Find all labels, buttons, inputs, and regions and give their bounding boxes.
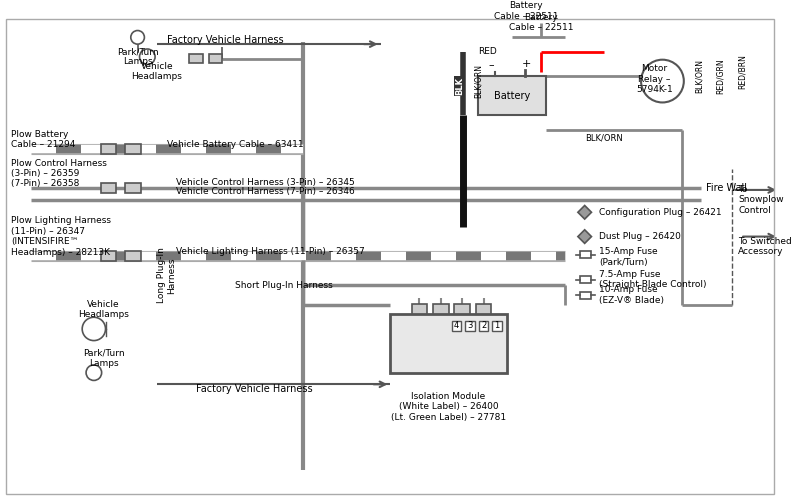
Circle shape [139,49,155,64]
Bar [580,251,591,258]
Text: Vehicle
Headlamps: Vehicle Headlamps [78,300,129,319]
Text: Park/Turn
Lamps: Park/Turn Lamps [117,47,158,66]
Text: 10-Amp Fuse
(EZ-V® Blade): 10-Amp Fuse (EZ-V® Blade) [599,285,664,304]
Text: Battery
Cable – 22511: Battery Cable – 22511 [494,1,558,21]
Bar [101,251,116,261]
Bar [478,76,546,115]
Bar [492,321,502,331]
Bar [454,304,470,315]
Text: Long Plug-In
Harness: Long Plug-In Harness [157,248,177,303]
Bar [465,321,475,331]
Bar [101,144,116,154]
Bar [125,251,141,261]
Text: 3: 3 [467,321,473,330]
Text: Vehicle Control Harness (7-Pin) – 26346: Vehicle Control Harness (7-Pin) – 26346 [177,187,355,197]
Text: Plow Battery
Cable – 21294: Plow Battery Cable – 21294 [11,130,76,149]
Text: BLK/ORN: BLK/ORN [695,59,704,93]
Bar [101,183,116,193]
Text: +: + [522,59,531,69]
Text: Park/Turn
Lamps: Park/Turn Lamps [82,348,124,368]
Text: Battery: Battery [494,91,530,101]
Bar [209,54,222,63]
Text: 2: 2 [481,321,486,330]
Bar [580,276,591,283]
Text: 7.5-Amp Fuse
(Straight Blade Control): 7.5-Amp Fuse (Straight Blade Control) [599,269,706,289]
Text: BLK/ORN: BLK/ORN [474,64,482,98]
Bar [125,144,141,154]
Bar [412,304,427,315]
Text: BLK/ORN: BLK/ORN [586,134,623,143]
Text: –: – [489,60,494,70]
Text: Fire Wall: Fire Wall [706,183,747,193]
Bar [125,183,141,193]
Text: To Switched
Accessory: To Switched Accessory [738,237,792,256]
Text: Plow Control Harness
(3-Pin) – 26359
(7-Pin) – 26358: Plow Control Harness (3-Pin) – 26359 (7-… [11,159,107,188]
Text: RED: RED [478,47,497,56]
Text: RED/BRN: RED/BRN [738,54,746,89]
Bar [580,292,591,299]
Polygon shape [578,206,591,219]
Text: BLK: BLK [455,77,464,95]
Circle shape [130,30,144,44]
Text: Configuration Plug – 26421: Configuration Plug – 26421 [599,208,722,217]
Text: Factory Vehicle Harness: Factory Vehicle Harness [166,35,283,45]
Circle shape [82,317,106,341]
Text: Vehicle
Headlamps: Vehicle Headlamps [131,62,182,81]
Text: 1: 1 [494,321,500,330]
Text: Motor
Relay –
5794K-1: Motor Relay – 5794K-1 [636,64,673,94]
Text: Factory Vehicle Harness: Factory Vehicle Harness [196,384,313,394]
Text: Short Plug-In Harness: Short Plug-In Harness [234,280,332,290]
Circle shape [641,60,684,102]
Text: Dust Plug – 26420: Dust Plug – 26420 [599,232,681,241]
Text: RED/GRN: RED/GRN [716,58,726,94]
Bar [189,54,202,63]
Text: To
Snowplow
Control: To Snowplow Control [738,185,784,215]
Text: Vehicle Lighting Harness (11-Pin) – 26357: Vehicle Lighting Harness (11-Pin) – 2635… [177,247,366,255]
Text: 4: 4 [454,321,459,330]
Text: 15-Amp Fuse
(Park/Turn): 15-Amp Fuse (Park/Turn) [599,248,658,266]
Text: Vehicle Control Harness (3-Pin) – 26345: Vehicle Control Harness (3-Pin) – 26345 [177,178,355,187]
Text: Isolation Module
(White Label) – 26400
(Lt. Green Label) – 27781: Isolation Module (White Label) – 26400 (… [391,392,506,422]
Bar [478,321,489,331]
Bar [476,304,491,315]
Text: Plow Lighting Harness
(11-Pin) – 26347
(INTENSIFIRE™
Headlamps) – 28213K: Plow Lighting Harness (11-Pin) – 26347 (… [11,217,111,256]
Text: BLK: BLK [442,81,458,90]
Bar [451,321,462,331]
Text: Battery
Cable – 22511: Battery Cable – 22511 [509,13,573,32]
Circle shape [86,365,102,380]
Text: Vehicle Battery Cable – 63411: Vehicle Battery Cable – 63411 [166,140,303,149]
Bar [390,314,507,373]
Polygon shape [578,230,591,244]
Bar [433,304,449,315]
